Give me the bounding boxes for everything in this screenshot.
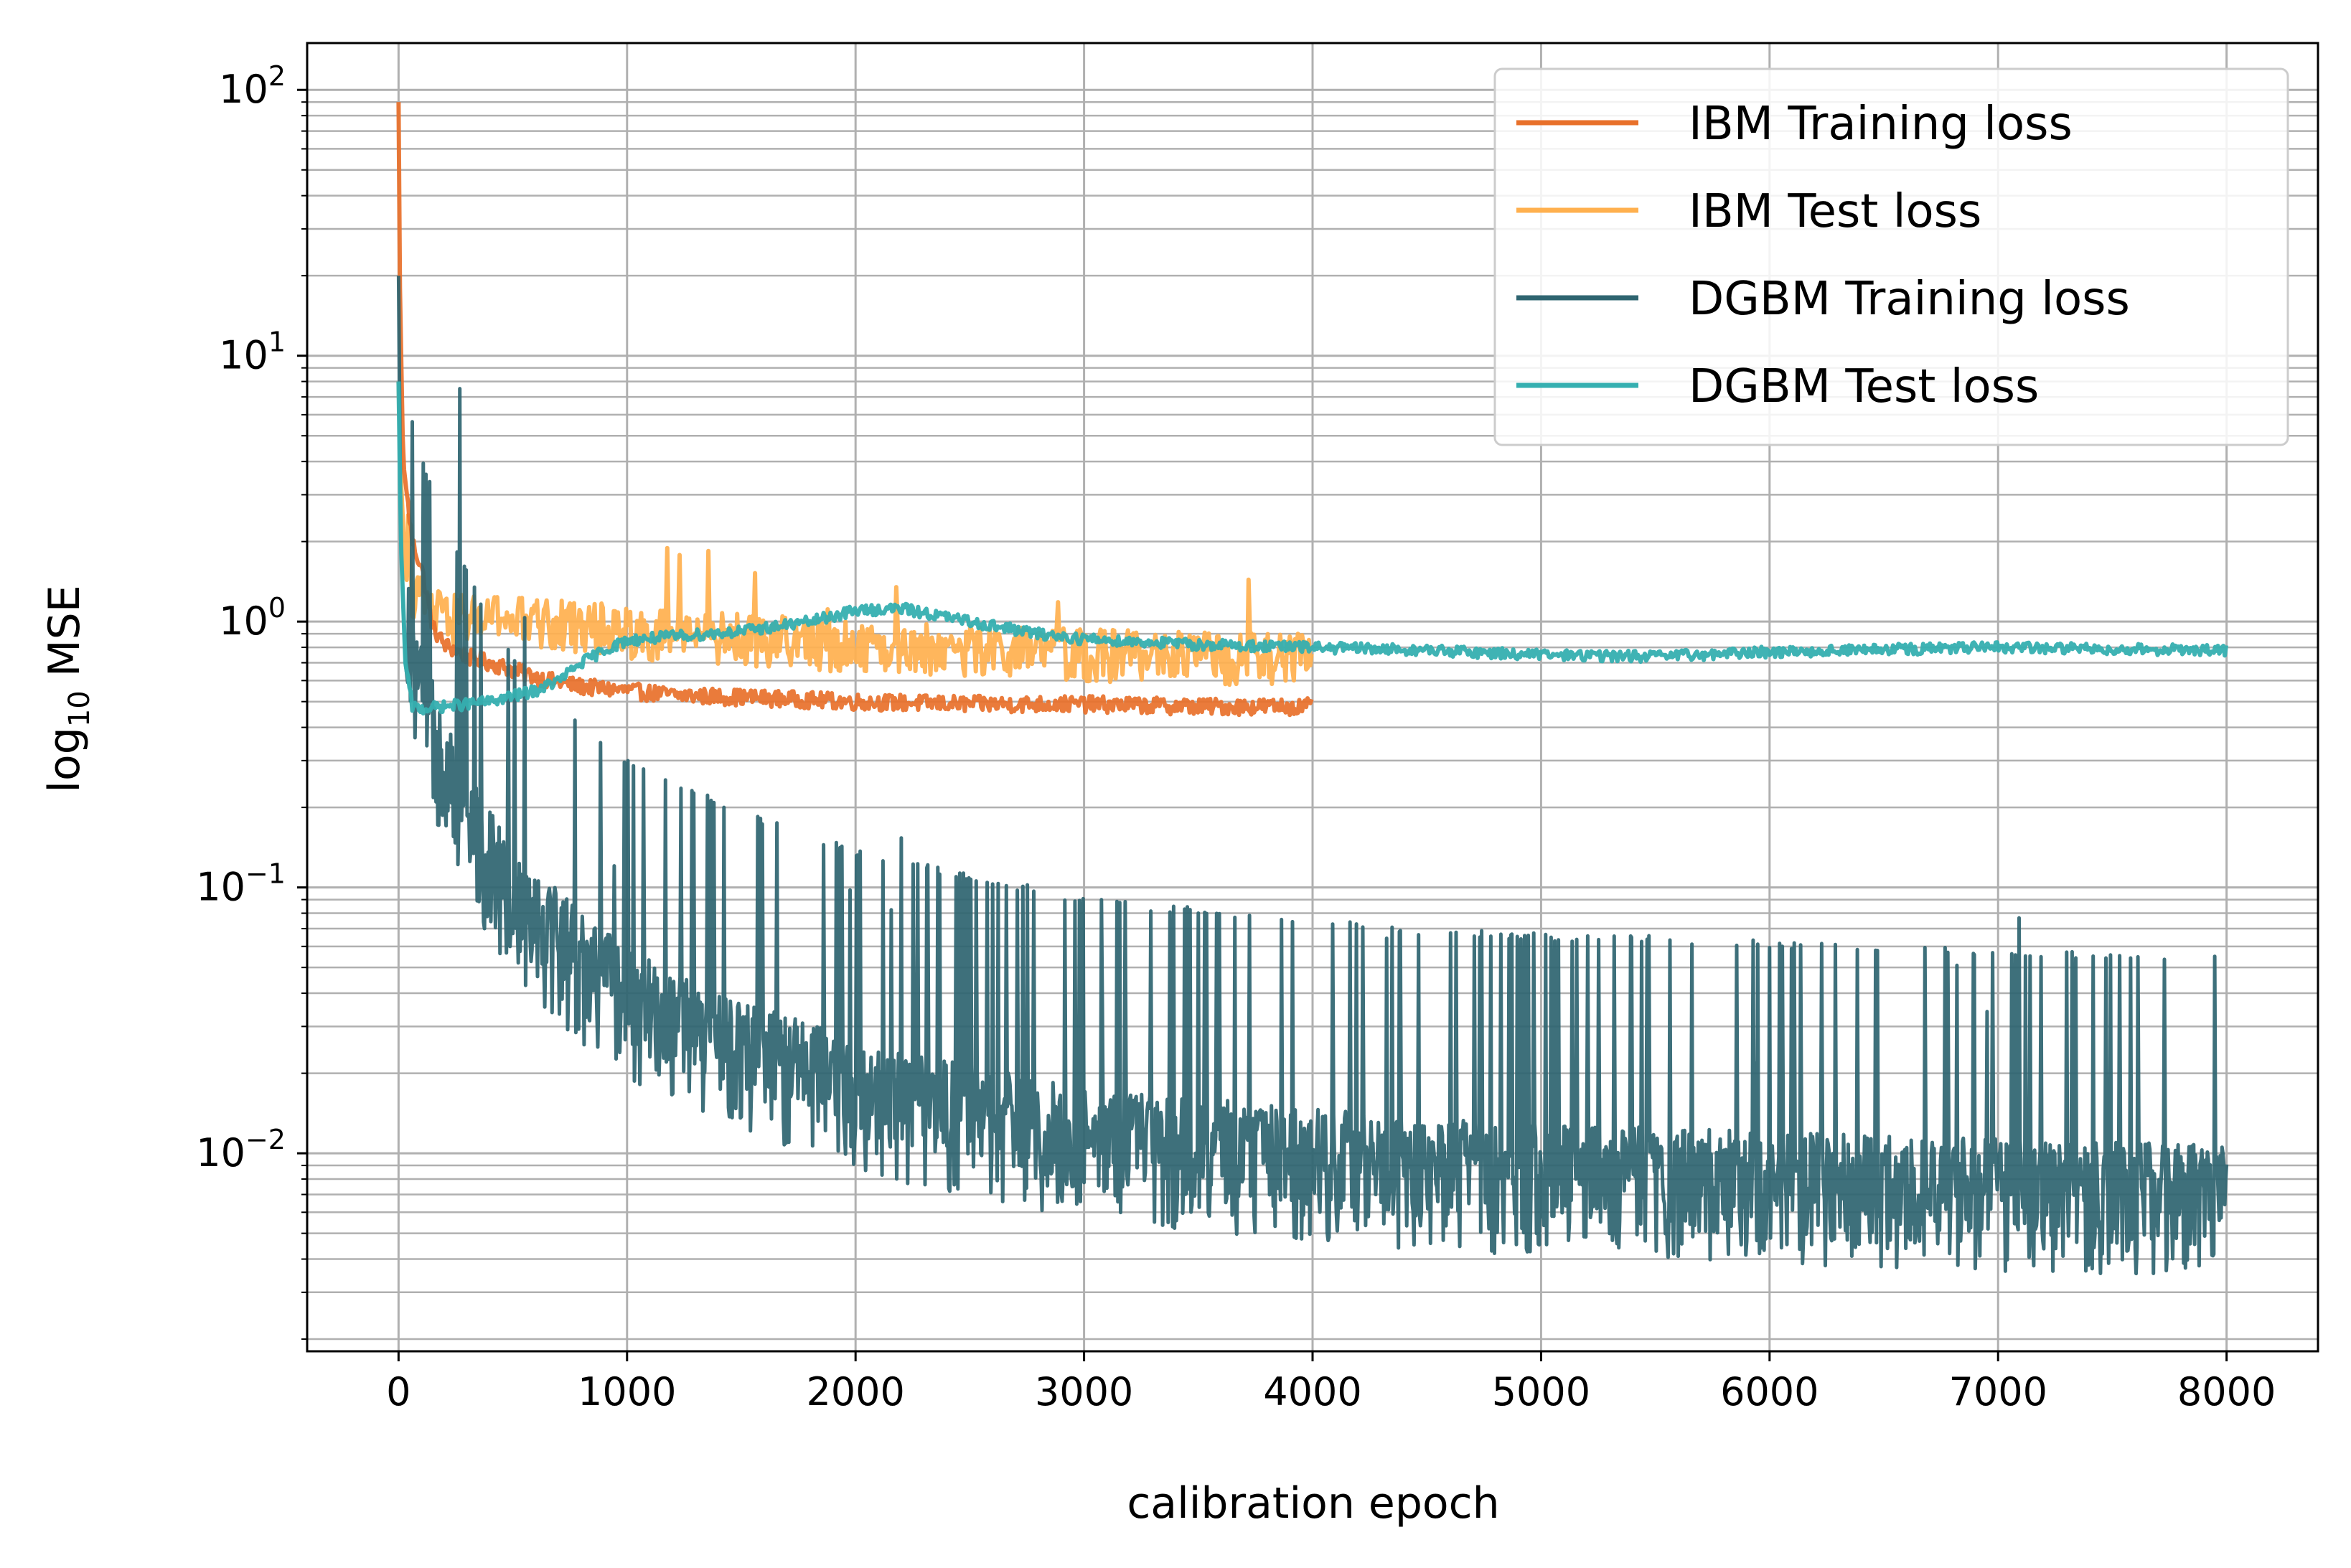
y-tick-label: 10−2 — [196, 1124, 286, 1175]
y-tick-label: 102 — [219, 60, 286, 112]
x-axis-ticks: 0 1000 2000 3000 4000 5000 6000 7000 8000 — [386, 1351, 2276, 1414]
y-tick-base: 10 — [196, 1130, 245, 1175]
y-axis-label-subscript: 10 — [63, 690, 96, 727]
x-tick-label: 6000 — [1720, 1369, 1819, 1414]
y-tick-base: 10 — [196, 865, 245, 910]
legend-box — [1493, 67, 2289, 446]
legend: IBM Training loss IBM Test loss DGBM Train… — [1493, 67, 2289, 446]
x-tick-label: 0 — [386, 1369, 410, 1414]
x-axis-label: calibration epoch — [1127, 1478, 1499, 1529]
y-axis-label-base: log — [39, 727, 90, 792]
y-axis-label: log10 MSE — [39, 585, 96, 792]
y-tick-exponent: −1 — [245, 858, 286, 890]
y-tick-label: 101 — [219, 327, 286, 378]
x-tick-label: 4000 — [1263, 1369, 1361, 1414]
x-tick-label: 7000 — [1949, 1369, 2047, 1414]
y-axis-label-rest: MSE — [39, 585, 90, 690]
legend-label: DGBM Test loss — [1689, 360, 2039, 413]
y-tick-base: 10 — [219, 67, 268, 112]
y-tick-exponent: 1 — [268, 327, 286, 358]
y-tick-exponent: −2 — [245, 1124, 286, 1155]
y-tick-base: 10 — [219, 598, 268, 644]
series-line-ibm-test-loss — [396, 381, 1314, 687]
x-tick-label: 1000 — [578, 1369, 676, 1414]
x-tick-label: 8000 — [2177, 1369, 2276, 1414]
y-tick-base: 10 — [219, 333, 268, 378]
x-tick-label: 2000 — [806, 1369, 904, 1414]
y-tick-exponent: 2 — [268, 60, 286, 92]
data-series — [396, 102, 2229, 1276]
y-tick-exponent: 0 — [268, 592, 286, 624]
legend-label: IBM Test loss — [1689, 185, 1981, 238]
x-tick-label: 3000 — [1035, 1369, 1133, 1414]
y-tick-label: 10−1 — [196, 858, 286, 910]
x-tick-label: 5000 — [1492, 1369, 1590, 1414]
series-line-dgbm-test-loss — [396, 381, 2228, 716]
y-tick-label: 100 — [219, 592, 286, 644]
series-line-dgbm-training-loss — [396, 276, 2229, 1276]
legend-label: IBM Training loss — [1689, 98, 2073, 151]
legend-label: DGBM Training loss — [1689, 273, 2130, 326]
